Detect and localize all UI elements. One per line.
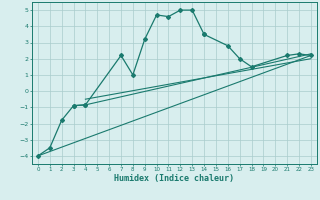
X-axis label: Humidex (Indice chaleur): Humidex (Indice chaleur) — [115, 174, 234, 183]
